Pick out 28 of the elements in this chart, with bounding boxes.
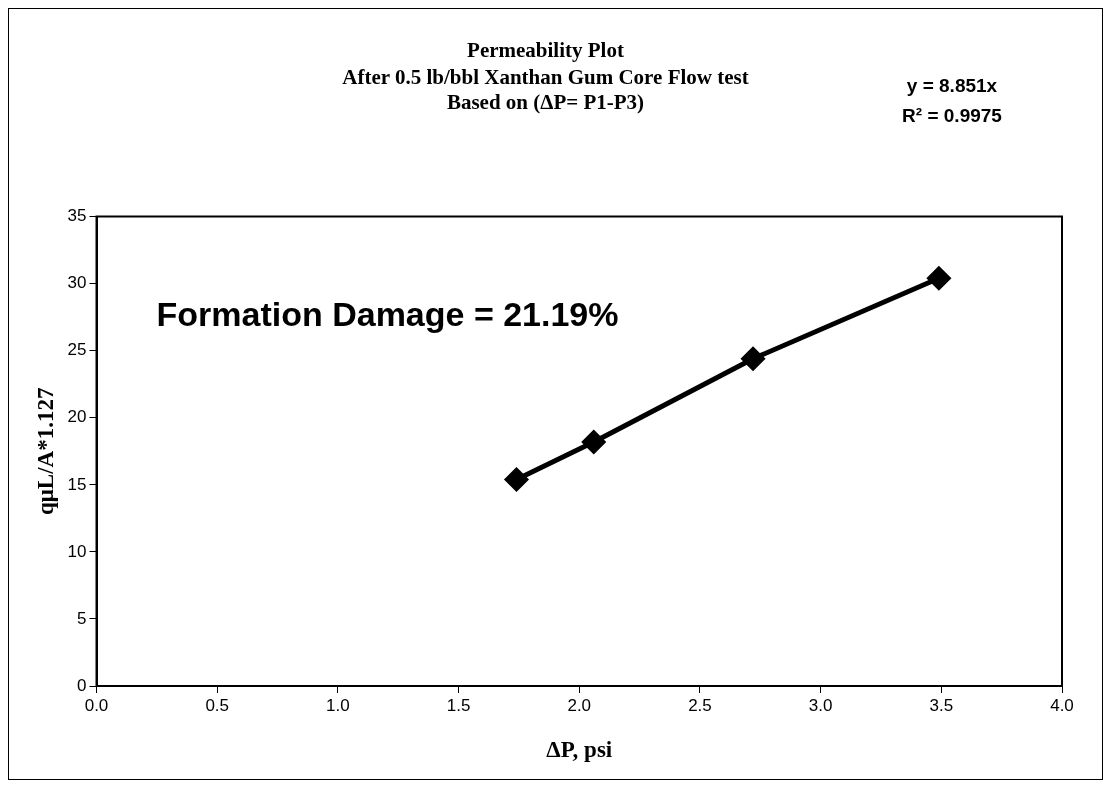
x-tick-label: 2.0 bbox=[567, 695, 592, 715]
x-tick-label: 2.5 bbox=[688, 695, 712, 715]
y-tick-label: 5 bbox=[77, 608, 87, 628]
x-tick-label: 3.0 bbox=[808, 695, 833, 715]
text: R² = 0.9975 bbox=[902, 104, 1003, 126]
x-tick-label: 0.0 bbox=[84, 695, 109, 715]
chart-subtitle: After 0.5 lb/bbl Xanthan Gum Core Flow test Based on (ΔP= P1-P3) bbox=[342, 65, 749, 115]
x-tick-label: 4.0 bbox=[1050, 695, 1074, 715]
y-tick-label: 20 bbox=[67, 407, 87, 427]
y-tick-label: 0 bbox=[77, 675, 87, 695]
y-tick-label: 10 bbox=[67, 541, 87, 561]
x-tick-label: 1.0 bbox=[326, 695, 350, 715]
point bbox=[741, 347, 765, 371]
point bbox=[927, 266, 951, 290]
y-tick-label: 30 bbox=[67, 273, 87, 293]
x-axis-title: ΔP, psi bbox=[546, 737, 613, 763]
annotation: Formation Damage = 21.19% bbox=[156, 294, 619, 333]
text: y = 8.851x bbox=[906, 74, 998, 96]
x-tick-label: 0.5 bbox=[205, 695, 230, 715]
x-tick-label: 3.5 bbox=[929, 695, 954, 715]
y-tick-label: 35 bbox=[67, 206, 87, 226]
y-tick-label: 15 bbox=[67, 474, 87, 494]
y-axis-title: qμL/A*1.127 bbox=[32, 387, 58, 516]
y-tick-label: 25 bbox=[67, 340, 87, 360]
point bbox=[505, 467, 528, 491]
chart-title: Permeability Plot bbox=[467, 38, 624, 63]
x-tick-label: 1.5 bbox=[446, 695, 471, 715]
point bbox=[582, 430, 606, 454]
